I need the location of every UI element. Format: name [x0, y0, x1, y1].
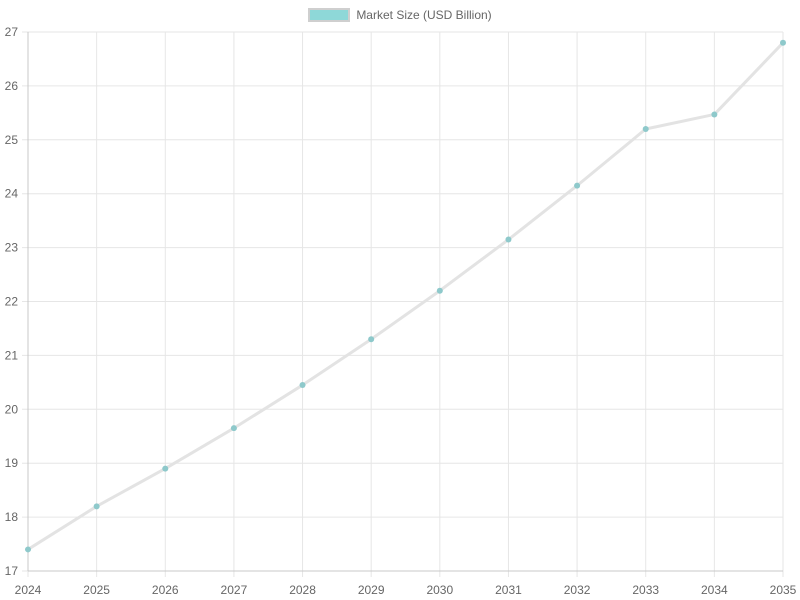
- y-tick-label: 21: [5, 348, 19, 362]
- x-tick-label: 2032: [564, 583, 591, 597]
- data-point: [368, 336, 375, 343]
- y-tick-label: 24: [5, 187, 19, 201]
- y-tick-label: 17: [5, 564, 19, 578]
- y-tick-label: 27: [5, 25, 19, 39]
- x-tick-label: 2035: [770, 583, 797, 597]
- chart-legend[interactable]: Market Size (USD Billion): [0, 8, 800, 22]
- data-point: [436, 287, 443, 294]
- x-tick-label: 2027: [221, 583, 248, 597]
- y-tick-label: 26: [5, 79, 19, 93]
- x-tick-label: 2026: [152, 583, 179, 597]
- data-point: [505, 236, 512, 243]
- data-point: [93, 503, 100, 510]
- data-point: [299, 382, 306, 389]
- x-tick-label: 2030: [426, 583, 453, 597]
- y-tick-label: 19: [5, 456, 19, 470]
- x-tick-label: 2025: [83, 583, 110, 597]
- x-tick-label: 2029: [358, 583, 385, 597]
- data-point: [642, 126, 649, 133]
- x-tick-label: 2034: [701, 583, 728, 597]
- x-tick-label: 2033: [632, 583, 659, 597]
- data-point: [162, 465, 169, 472]
- y-tick-label: 20: [5, 402, 19, 416]
- x-tick-label: 2028: [289, 583, 316, 597]
- y-tick-label: 25: [5, 133, 19, 147]
- data-point: [574, 182, 581, 189]
- legend-swatch: [308, 8, 351, 22]
- x-tick-label: 2031: [495, 583, 522, 597]
- data-point: [711, 111, 718, 118]
- y-tick-label: 22: [5, 295, 19, 309]
- y-tick-label: 18: [5, 510, 19, 524]
- x-tick-label: 2024: [15, 583, 42, 597]
- series-line-market-size: [26, 41, 785, 551]
- data-point: [230, 425, 237, 432]
- legend-label-market-size: Market Size (USD Billion): [356, 8, 492, 22]
- y-tick-label: 23: [5, 241, 19, 255]
- data-point: [25, 546, 31, 553]
- data-point: [780, 39, 786, 46]
